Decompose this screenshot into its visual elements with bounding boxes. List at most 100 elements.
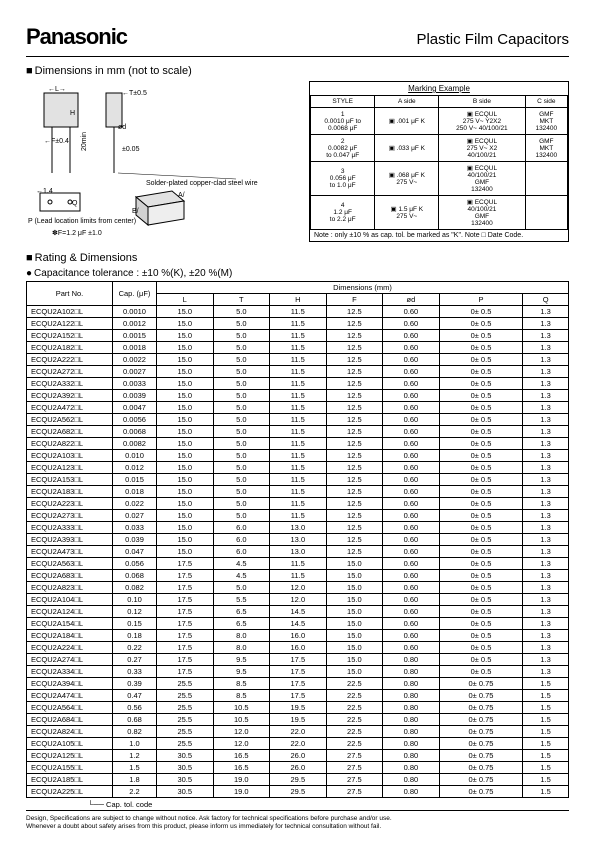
marking-th: B side bbox=[439, 96, 525, 108]
dim-col-ød: ød bbox=[383, 294, 440, 306]
section-dimensions-title: Dimensions in mm (not to scale) bbox=[26, 65, 569, 77]
value-cell: 0.60 bbox=[383, 306, 440, 318]
value-cell: 0± 0.5 bbox=[439, 450, 523, 462]
partno-cell: ECQU2A274□L bbox=[27, 654, 113, 666]
value-cell: 1.3 bbox=[523, 618, 569, 630]
value-cell: 0.60 bbox=[383, 486, 440, 498]
value-cell: 25.5 bbox=[157, 690, 214, 702]
value-cell: 15.0 bbox=[157, 510, 214, 522]
value-cell: 0.47 bbox=[113, 690, 157, 702]
value-cell: 0.0018 bbox=[113, 342, 157, 354]
value-cell: 0± 0.5 bbox=[439, 354, 523, 366]
value-cell: 1.5 bbox=[523, 690, 569, 702]
value-cell: 0.60 bbox=[383, 426, 440, 438]
value-cell: 0± 0.5 bbox=[439, 390, 523, 402]
value-cell: 0± 0.5 bbox=[439, 558, 523, 570]
value-cell: 27.5 bbox=[326, 786, 383, 798]
value-cell: 17.5 bbox=[270, 690, 327, 702]
value-cell: 0.60 bbox=[383, 558, 440, 570]
value-cell: 25.5 bbox=[157, 702, 214, 714]
value-cell: 12.5 bbox=[326, 486, 383, 498]
value-cell: 0.0027 bbox=[113, 366, 157, 378]
table-row: ECQU2A222□L0.002215.05.011.512.50.600± 0… bbox=[27, 354, 569, 366]
value-cell: 1.5 bbox=[523, 786, 569, 798]
value-cell: 11.5 bbox=[270, 318, 327, 330]
value-cell: 1.5 bbox=[523, 714, 569, 726]
value-cell: 19.0 bbox=[213, 774, 270, 786]
value-cell: 5.0 bbox=[213, 330, 270, 342]
value-cell: 0.80 bbox=[383, 738, 440, 750]
marking-cell: 4 1.2 μF to 2.2 μF bbox=[311, 196, 375, 230]
partno-cell: ECQU2A564□L bbox=[27, 702, 113, 714]
value-cell: 0± 0.5 bbox=[439, 474, 523, 486]
value-cell: 15.0 bbox=[157, 474, 214, 486]
value-cell: 0.015 bbox=[113, 474, 157, 486]
value-cell: 15.0 bbox=[157, 342, 214, 354]
label-od: ød bbox=[118, 124, 126, 131]
dim-col-Q: Q bbox=[523, 294, 569, 306]
value-cell: 19.0 bbox=[213, 786, 270, 798]
value-cell: 12.5 bbox=[326, 426, 383, 438]
value-cell: 0.0047 bbox=[113, 402, 157, 414]
value-cell: 15.0 bbox=[157, 486, 214, 498]
value-cell: 0.60 bbox=[383, 642, 440, 654]
value-cell: 22.5 bbox=[326, 702, 383, 714]
partno-cell: ECQU2A473□L bbox=[27, 546, 113, 558]
value-cell: 12.5 bbox=[326, 438, 383, 450]
dimensions-table: Part No. Cap. (μF) Dimensions (mm) LTHFø… bbox=[26, 281, 569, 798]
value-cell: 1.3 bbox=[523, 570, 569, 582]
table-row: ECQU2A472□L0.004715.05.011.512.50.600± 0… bbox=[27, 402, 569, 414]
value-cell: 0± 0.5 bbox=[439, 366, 523, 378]
partno-cell: ECQU2A105□L bbox=[27, 738, 113, 750]
partno-cell: ECQU2A332□L bbox=[27, 378, 113, 390]
value-cell: 15.0 bbox=[157, 330, 214, 342]
table-row: ECQU2A223□L0.02215.05.011.512.50.600± 0.… bbox=[27, 498, 569, 510]
value-cell: 11.5 bbox=[270, 426, 327, 438]
wire-label: Solder-plated copper-clad steel wire bbox=[146, 180, 258, 187]
value-cell: 17.5 bbox=[157, 570, 214, 582]
value-cell: 29.5 bbox=[270, 786, 327, 798]
value-cell: 0± 0.5 bbox=[439, 522, 523, 534]
partno-cell: ECQU2A182□L bbox=[27, 342, 113, 354]
value-cell: 0± 0.75 bbox=[439, 750, 523, 762]
value-cell: 0.60 bbox=[383, 414, 440, 426]
value-cell: 0.60 bbox=[383, 618, 440, 630]
value-cell: 1.3 bbox=[523, 486, 569, 498]
value-cell: 11.5 bbox=[270, 570, 327, 582]
value-cell: 22.5 bbox=[326, 678, 383, 690]
value-cell: 22.5 bbox=[326, 690, 383, 702]
label-L: ←L→ bbox=[48, 86, 66, 93]
table-row: ECQU2A154□L0.1517.56.514.515.00.600± 0.5… bbox=[27, 618, 569, 630]
partno-cell: ECQU2A472□L bbox=[27, 402, 113, 414]
value-cell: 0.60 bbox=[383, 318, 440, 330]
partno-cell: ECQU2A123□L bbox=[27, 462, 113, 474]
value-cell: 0.33 bbox=[113, 666, 157, 678]
marking-th: STYLE bbox=[311, 96, 375, 108]
partno-cell: ECQU2A103□L bbox=[27, 450, 113, 462]
value-cell: 1.3 bbox=[523, 390, 569, 402]
value-cell: 5.0 bbox=[213, 426, 270, 438]
value-cell: 1.3 bbox=[523, 366, 569, 378]
value-cell: 15.0 bbox=[157, 378, 214, 390]
value-cell: 12.5 bbox=[326, 354, 383, 366]
value-cell: 0± 0.5 bbox=[439, 498, 523, 510]
marking-cell: ▣ ECQUL 40/100/21 GMF 132400 bbox=[439, 196, 525, 230]
value-cell: 0.60 bbox=[383, 546, 440, 558]
value-cell: 0.022 bbox=[113, 498, 157, 510]
partno-cell: ECQU2A333□L bbox=[27, 522, 113, 534]
section-rating-title: Rating & Dimensions bbox=[26, 252, 569, 264]
value-cell: 11.5 bbox=[270, 354, 327, 366]
divider bbox=[26, 56, 569, 57]
value-cell: 12.5 bbox=[326, 498, 383, 510]
value-cell: 1.3 bbox=[523, 438, 569, 450]
value-cell: 1.3 bbox=[523, 330, 569, 342]
value-cell: 15.0 bbox=[326, 606, 383, 618]
value-cell: 0.68 bbox=[113, 714, 157, 726]
value-cell: 15.0 bbox=[157, 354, 214, 366]
value-cell: 12.5 bbox=[326, 510, 383, 522]
value-cell: 0.60 bbox=[383, 462, 440, 474]
table-row: ECQU2A392□L0.003915.05.011.512.50.600± 0… bbox=[27, 390, 569, 402]
svg-text:Q: Q bbox=[72, 200, 78, 207]
partno-cell: ECQU2A823□L bbox=[27, 582, 113, 594]
table-row: ECQU2A823□L0.08217.55.012.015.00.600± 0.… bbox=[27, 582, 569, 594]
